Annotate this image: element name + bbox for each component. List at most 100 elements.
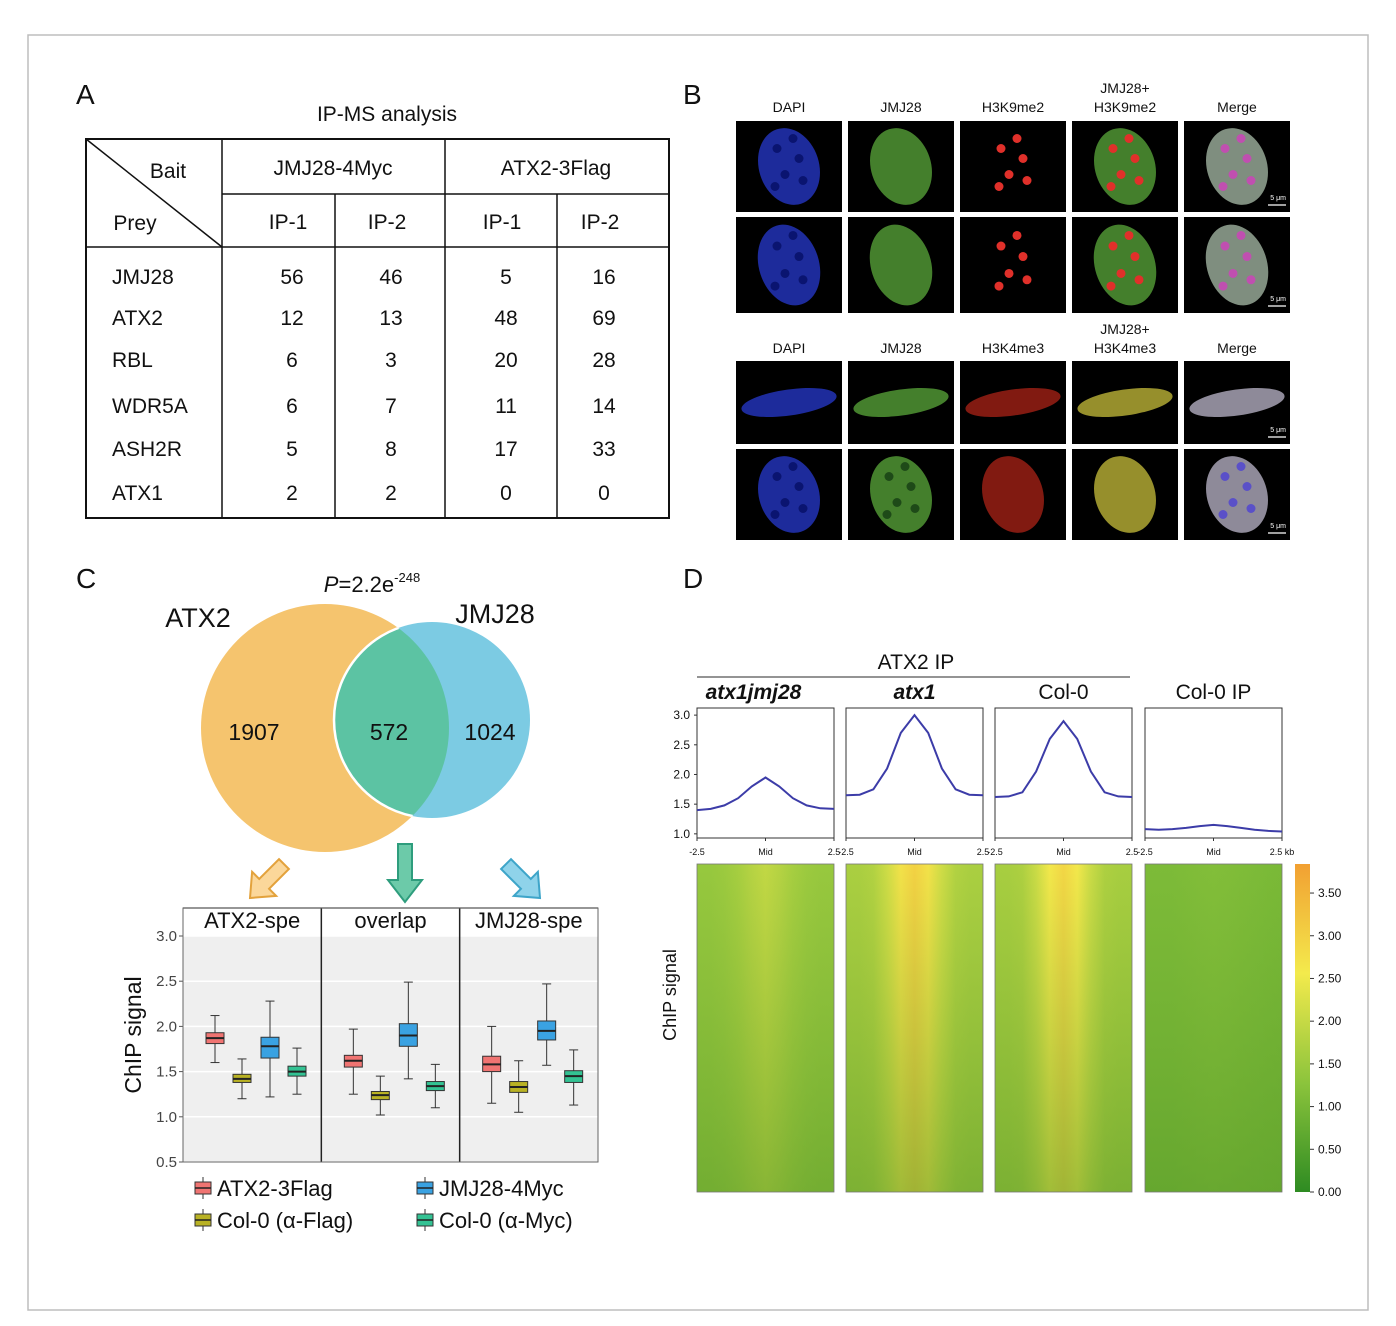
focus bbox=[1246, 176, 1256, 185]
x-tick-label: Mid bbox=[1206, 847, 1221, 857]
micrograph bbox=[736, 121, 842, 212]
micrograph bbox=[736, 449, 842, 540]
nucleus bbox=[1094, 456, 1156, 533]
cell-value: 6 bbox=[286, 395, 298, 418]
focus bbox=[1236, 462, 1246, 471]
heatmap-fade bbox=[995, 864, 1132, 1192]
focus bbox=[794, 252, 804, 262]
colorbar-label: 1.50 bbox=[1318, 1057, 1342, 1071]
plot-frame bbox=[1144, 707, 1283, 839]
legend-label: JMJ28-4Myc bbox=[439, 1176, 564, 1201]
x-tick-label: -2.5 bbox=[689, 847, 705, 857]
scale-label: 5 μm bbox=[1270, 296, 1286, 303]
image-header: JMJ28+ bbox=[1100, 321, 1149, 337]
scale-label: 5 μm bbox=[1270, 523, 1286, 530]
plot-frame bbox=[994, 707, 1133, 839]
focus bbox=[1228, 268, 1238, 278]
focus bbox=[1242, 482, 1252, 491]
image-header: Merge bbox=[1217, 340, 1257, 356]
x-tick-label: 2.5 bbox=[1126, 847, 1139, 857]
x-tick-label: Mid bbox=[758, 847, 773, 857]
facet-title: overlap bbox=[354, 908, 426, 933]
focus bbox=[1116, 170, 1126, 179]
x-tick-label: 2.5 bbox=[977, 847, 990, 857]
image-bg bbox=[960, 217, 1066, 313]
cell-value: 48 bbox=[494, 307, 517, 330]
y-tick-label: 2.5 bbox=[156, 973, 177, 990]
cell-value: 13 bbox=[379, 307, 402, 330]
panel-label: C bbox=[76, 563, 96, 594]
legend-label: ATX2-3Flag bbox=[217, 1176, 333, 1201]
focus bbox=[788, 230, 798, 240]
cell-value: 7 bbox=[385, 395, 397, 418]
cell-value: 69 bbox=[592, 307, 615, 330]
focus bbox=[1246, 504, 1256, 513]
nucleus bbox=[982, 456, 1044, 533]
colorbar bbox=[1295, 864, 1310, 1192]
cell-value: 11 bbox=[495, 395, 517, 418]
cell-value: 6 bbox=[286, 349, 298, 372]
scale-label: 5 μm bbox=[1270, 195, 1286, 202]
image-header: JMJ28+ bbox=[1100, 80, 1149, 96]
image-header: DAPI bbox=[773, 340, 806, 356]
x-tick-label: -2.5 bbox=[838, 847, 854, 857]
focus bbox=[892, 498, 902, 507]
x-tick-label: -2.5 bbox=[1137, 847, 1153, 857]
micrograph bbox=[736, 217, 842, 313]
micrograph bbox=[848, 217, 954, 313]
focus bbox=[900, 462, 910, 471]
group-header: JMJ28-4Myc bbox=[273, 157, 392, 180]
colorbar-label: 2.00 bbox=[1318, 1014, 1342, 1028]
focus bbox=[798, 504, 808, 513]
focus bbox=[1018, 154, 1028, 163]
arrow bbox=[385, 843, 425, 904]
focus bbox=[798, 176, 808, 185]
plot-frame bbox=[182, 907, 599, 1163]
facet-title: atx1jmj28 bbox=[706, 681, 802, 704]
colorbar-label: 3.00 bbox=[1318, 929, 1342, 943]
image-header: H3K9me2 bbox=[1094, 99, 1156, 115]
bait-label: Bait bbox=[150, 160, 186, 183]
focus bbox=[1022, 275, 1032, 285]
cell-value: 14 bbox=[592, 395, 616, 418]
focus bbox=[910, 504, 920, 513]
prey-name: ATX1 bbox=[112, 482, 163, 505]
focus bbox=[996, 241, 1006, 251]
column-header: IP-1 bbox=[483, 211, 522, 234]
image-bg bbox=[960, 121, 1066, 212]
focus bbox=[994, 281, 1004, 291]
focus bbox=[780, 268, 790, 278]
x-tick-label: Mid bbox=[907, 847, 922, 857]
focus bbox=[1218, 281, 1228, 291]
image-header: DAPI bbox=[773, 99, 806, 115]
set-name: JMJ28 bbox=[455, 599, 535, 629]
y-tick-label: 0.5 bbox=[156, 1154, 177, 1171]
cell-value: 12 bbox=[280, 307, 303, 330]
focus bbox=[1018, 252, 1028, 262]
colorbar-label: 0.50 bbox=[1318, 1142, 1342, 1156]
image-header: JMJ28 bbox=[880, 99, 921, 115]
y-axis-label: ChIP signal bbox=[660, 949, 680, 1041]
heatmap-frame bbox=[1144, 863, 1283, 1193]
focus bbox=[1108, 144, 1118, 153]
legend-label: Col-0 (α-Flag) bbox=[217, 1208, 353, 1233]
table-title: IP-MS analysis bbox=[317, 103, 457, 126]
focus bbox=[1134, 275, 1144, 285]
arrows bbox=[248, 843, 542, 904]
micrograph bbox=[1072, 217, 1178, 313]
p-symbol: P bbox=[324, 572, 339, 597]
focus bbox=[788, 134, 798, 143]
focus bbox=[1012, 230, 1022, 240]
focus bbox=[1236, 134, 1246, 143]
micrograph: 5 μm bbox=[1184, 217, 1290, 313]
p-exponent: -248 bbox=[394, 570, 420, 585]
prey-name: WDR5A bbox=[112, 395, 188, 418]
heatmap-fade bbox=[697, 864, 834, 1192]
focus bbox=[772, 144, 782, 153]
y-tick-label: 1.0 bbox=[156, 1109, 177, 1126]
focus bbox=[1004, 170, 1014, 179]
micrograph bbox=[960, 449, 1066, 540]
focus bbox=[994, 182, 1004, 191]
focus bbox=[1236, 230, 1246, 240]
arrow bbox=[499, 857, 542, 900]
